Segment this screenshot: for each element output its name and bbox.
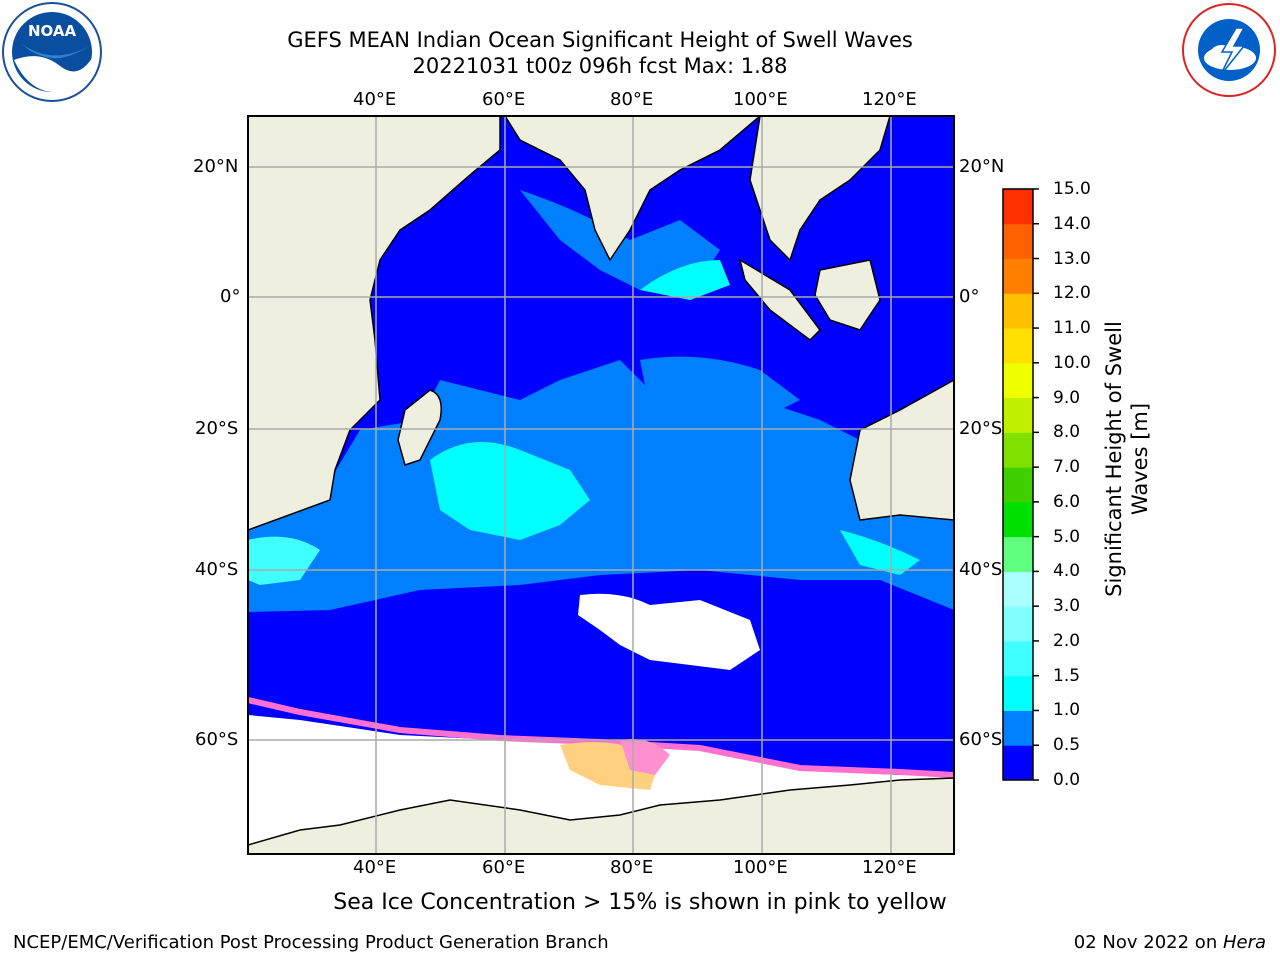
colorbar-tick-label: 12.0 xyxy=(1053,283,1091,304)
lat-label-right-0: 0° xyxy=(959,286,980,307)
colorbar-title-line1: Significant Height of Swell xyxy=(1102,321,1126,597)
land-madagascar xyxy=(397,389,442,466)
colorbar-tick-label: 14.0 xyxy=(1053,213,1091,234)
colorbar-ticks xyxy=(1033,188,1039,781)
colorbar-tick-label: 13.0 xyxy=(1053,248,1091,269)
lon-label-top-40e: 40°E xyxy=(353,89,397,110)
colorbar-title-line2: Waves [m] xyxy=(1128,402,1152,516)
lat-label-left-20s: 20°S xyxy=(195,418,239,439)
lat-label-left-20n: 20°N xyxy=(193,156,239,177)
lon-label-bottom-120e: 120°E xyxy=(862,857,917,878)
lon-label-bottom-100e: 100°E xyxy=(733,857,788,878)
lat-label-left-60s: 60°S xyxy=(195,729,239,750)
colorbar-tick-label: 11.0 xyxy=(1053,318,1091,339)
land-antarctica xyxy=(248,777,954,854)
no-data-patch xyxy=(578,593,760,670)
map-area xyxy=(248,116,954,854)
lon-label-top-60e: 60°E xyxy=(482,89,526,110)
colorbar-tick-label: 0.5 xyxy=(1053,735,1081,756)
swell-band-cyan xyxy=(430,442,590,540)
colorbar-tick-label: 1.5 xyxy=(1053,665,1081,686)
lon-label-top-100e: 100°E xyxy=(733,89,788,110)
colorbar-swatch xyxy=(1003,536,1033,572)
swell-band-cyan-east xyxy=(840,530,920,575)
footer-date: 02 Nov 2022 on Hera xyxy=(1074,932,1266,953)
colorbar-tick-label: 8.0 xyxy=(1053,422,1081,443)
colorbar-swatch xyxy=(1003,328,1033,364)
land-sumatra xyxy=(738,258,821,341)
colorbar-tick-label: 10.0 xyxy=(1053,352,1091,373)
colorbar-tick-label: 4.0 xyxy=(1053,561,1081,582)
svg-text:NOAA: NOAA xyxy=(28,22,77,40)
colorbar-title: Significant Height of Swell Waves [m] xyxy=(1101,249,1153,669)
lat-label-right-20n: 20°N xyxy=(959,156,1005,177)
swell-band-cyan-west xyxy=(248,536,320,585)
sea-ice-caption: Sea Ice Concentration > 15% is shown in … xyxy=(333,890,947,915)
lon-label-bottom-60e: 60°E xyxy=(482,857,526,878)
lat-label-right-40s: 40°S xyxy=(959,559,1003,580)
colorbar-swatch xyxy=(1003,467,1033,503)
colorbar-tick-label: 1.0 xyxy=(1053,700,1081,721)
colorbar-tick-label: 5.0 xyxy=(1053,526,1081,547)
lon-label-bottom-80e: 80°E xyxy=(610,857,654,878)
sea-ice-pink-edge xyxy=(248,697,954,778)
colorbar-swatch xyxy=(1003,432,1033,468)
lat-label-left-0: 0° xyxy=(220,286,241,307)
land-africa-arabia xyxy=(248,116,501,531)
colorbar-tick-label: 2.0 xyxy=(1053,630,1081,651)
noaa-logo: NOAA xyxy=(2,2,102,102)
colorbar-swatch xyxy=(1003,501,1033,538)
lon-label-top-80e: 80°E xyxy=(610,89,654,110)
land-borneo xyxy=(814,259,881,331)
footer-date-text: 02 Nov 2022 on xyxy=(1073,932,1223,953)
nws-logo xyxy=(1182,3,1276,97)
map-frame xyxy=(247,115,955,855)
footer-branch: NCEP/EMC/Verification Post Processing Pr… xyxy=(13,932,609,953)
land-australia xyxy=(849,379,954,521)
colorbar-swatch xyxy=(1003,223,1033,260)
lat-label-right-20s: 20°S xyxy=(959,418,1003,439)
colorbar-swatch xyxy=(1003,571,1033,607)
colorbar-tick-label: 3.0 xyxy=(1053,596,1081,617)
colorbar-swatch xyxy=(1003,640,1033,677)
colorbar-swatch xyxy=(1003,710,1033,746)
graticule xyxy=(248,116,954,854)
colorbar-swatch xyxy=(1003,362,1033,399)
colorbar-swatch xyxy=(1003,745,1033,781)
lat-label-right-60s: 60°S xyxy=(959,729,1003,750)
colorbar-tick-label: 7.0 xyxy=(1053,457,1081,478)
colorbar-frame xyxy=(1002,188,1034,781)
colorbar-swatch xyxy=(1003,258,1033,294)
colorbar-tick-label: 15.0 xyxy=(1053,179,1091,199)
colorbar-swatch xyxy=(1003,675,1033,711)
colorbar-tick-label: 6.0 xyxy=(1053,491,1081,512)
colorbar-swatch xyxy=(1003,397,1033,433)
colorbar-tick-label: 9.0 xyxy=(1053,387,1081,408)
colorbar-swatch xyxy=(1003,189,1033,225)
colorbar-tick-label: 0.0 xyxy=(1053,770,1081,790)
map-subtitle: 20221031 t00z 096h fcst Max: 1.88 xyxy=(412,54,788,78)
swell-band-cyan-equator xyxy=(640,260,730,300)
colorbar-swatch xyxy=(1003,293,1033,329)
swell-band-mid-equator xyxy=(640,356,800,420)
footer-system: Hera xyxy=(1222,932,1266,953)
lon-label-top-120e: 120°E xyxy=(862,89,917,110)
lon-label-bottom-40e: 40°E xyxy=(353,857,397,878)
colorbar-swatches xyxy=(1003,189,1033,781)
colorbar-swatch xyxy=(1003,606,1033,642)
map-title: GEFS MEAN Indian Ocean Significant Heigh… xyxy=(287,28,913,52)
land-southeast-asia xyxy=(749,116,891,262)
lat-label-left-40s: 40°S xyxy=(195,559,239,580)
